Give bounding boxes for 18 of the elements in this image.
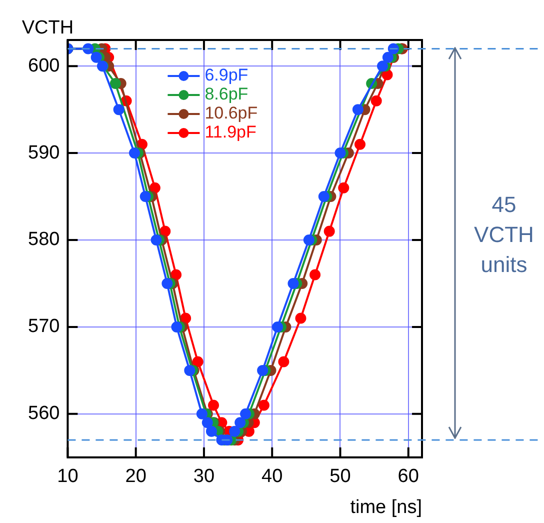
text: 45 VCTH units (473, 191, 535, 279)
legend-label: 6.9pF (204, 66, 248, 85)
x-tick-label: 40 (262, 466, 283, 488)
y-tick-label: 590 (28, 142, 60, 164)
x-tick-label: 30 (193, 466, 215, 488)
y-tick-label: 560 (28, 403, 60, 424)
x-tick-label: 20 (125, 466, 146, 488)
y-axis-title: VCTH (22, 18, 74, 39)
legend-label: 8.6pF (204, 84, 248, 104)
y-tick-label: 600 (28, 55, 60, 76)
x-tick-label: 60 (398, 466, 419, 488)
y-tick-label: 580 (28, 229, 60, 250)
legend-label: 10.6pF (204, 104, 258, 123)
x-axis-title: time [ns] (350, 496, 422, 518)
x-tick-label: 50 (330, 466, 351, 488)
y-tick-label: 570 (28, 316, 60, 338)
legend-label: 11.9pF (204, 122, 256, 142)
x-tick-label: 10 (57, 466, 78, 488)
